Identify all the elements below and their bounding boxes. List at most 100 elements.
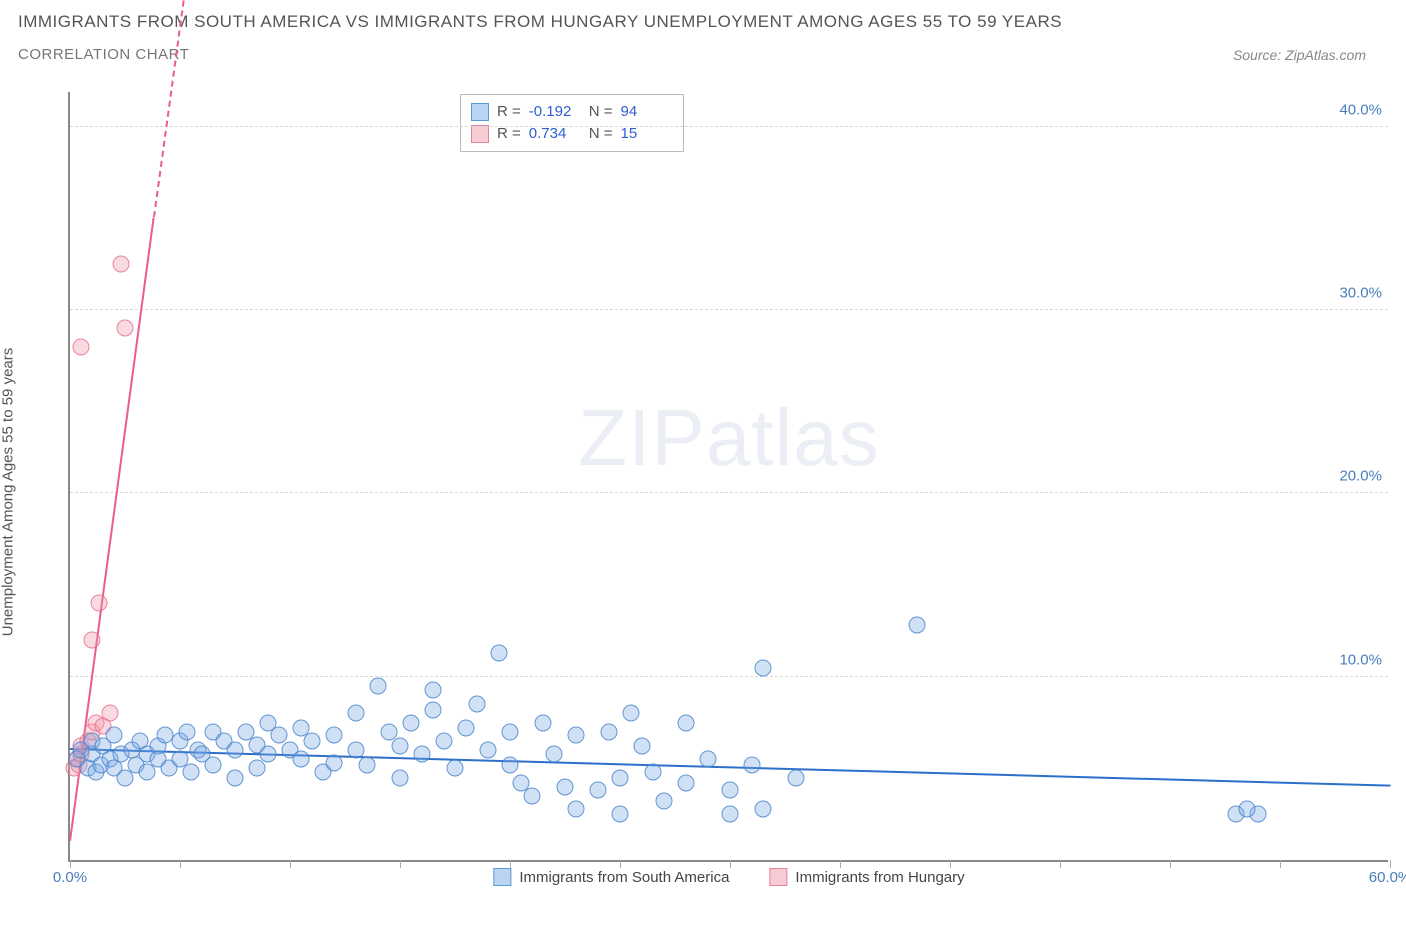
swatch-blue-icon — [471, 103, 489, 121]
data-point — [502, 723, 519, 740]
x-tick — [290, 860, 291, 868]
data-point — [678, 714, 695, 731]
stats-box: R = -0.192 N = 94 R = 0.734 N = 15 — [460, 94, 684, 152]
data-point — [535, 714, 552, 731]
y-tick-label: 40.0% — [1339, 101, 1382, 118]
y-tick-label: 30.0% — [1339, 285, 1382, 302]
data-point — [101, 705, 118, 722]
data-point — [293, 751, 310, 768]
x-tick — [1170, 860, 1171, 868]
x-tick — [70, 860, 71, 868]
swatch-pink-icon — [769, 868, 787, 886]
data-point — [645, 764, 662, 781]
data-point — [469, 696, 486, 713]
data-point — [227, 769, 244, 786]
data-point — [73, 338, 90, 355]
data-point — [117, 320, 134, 337]
data-point — [249, 760, 266, 777]
chart-source: Source: ZipAtlas.com — [1233, 47, 1388, 63]
data-point — [326, 754, 343, 771]
data-point — [447, 760, 464, 777]
data-point — [392, 769, 409, 786]
data-point — [414, 745, 431, 762]
x-tick — [1060, 860, 1061, 868]
data-point — [722, 782, 739, 799]
data-point — [436, 732, 453, 749]
data-point — [106, 727, 123, 744]
x-tick — [510, 860, 511, 868]
data-point — [326, 727, 343, 744]
watermark: ZIPatlas — [578, 392, 879, 484]
gridline-h — [70, 309, 1388, 310]
data-point — [788, 769, 805, 786]
data-point — [755, 659, 772, 676]
data-point — [304, 732, 321, 749]
swatch-blue-icon — [493, 868, 511, 886]
data-point — [502, 756, 519, 773]
chart-subtitle: CORRELATION CHART — [18, 46, 189, 63]
legend-item-pink: Immigrants from Hungary — [769, 868, 964, 886]
y-tick-label: 20.0% — [1339, 468, 1382, 485]
data-point — [84, 632, 101, 649]
data-point — [557, 778, 574, 795]
data-point — [755, 800, 772, 817]
data-point — [590, 782, 607, 799]
data-point — [112, 256, 129, 273]
data-point — [634, 738, 651, 755]
data-point — [678, 775, 695, 792]
x-tick — [840, 860, 841, 868]
data-point — [623, 705, 640, 722]
data-point — [568, 800, 585, 817]
stat-row-blue: R = -0.192 N = 94 — [471, 101, 673, 123]
x-tick — [180, 860, 181, 868]
data-point — [425, 681, 442, 698]
data-point — [700, 751, 717, 768]
x-tick-label: 0.0% — [53, 869, 87, 886]
chart-area: Unemployment Among Ages 55 to 59 years Z… — [18, 92, 1388, 892]
data-point — [90, 595, 107, 612]
data-point — [568, 727, 585, 744]
data-point — [722, 806, 739, 823]
legend-item-blue: Immigrants from South America — [493, 868, 729, 886]
data-point — [1239, 800, 1256, 817]
x-tick — [1390, 860, 1391, 868]
data-point — [491, 644, 508, 661]
data-point — [524, 787, 541, 804]
y-tick-label: 10.0% — [1339, 651, 1382, 668]
data-point — [183, 764, 200, 781]
plot-area: ZIPatlas R = -0.192 N = 94 R = 0.734 N =… — [68, 92, 1388, 862]
data-point — [348, 705, 365, 722]
chart-title: IMMIGRANTS FROM SOUTH AMERICA VS IMMIGRA… — [18, 12, 1388, 32]
x-tick — [950, 860, 951, 868]
data-point — [370, 677, 387, 694]
x-tick — [730, 860, 731, 868]
x-tick — [400, 860, 401, 868]
data-point — [271, 727, 288, 744]
data-point — [392, 738, 409, 755]
bottom-legend: Immigrants from South America Immigrants… — [493, 868, 964, 886]
gridline-h — [70, 126, 1388, 127]
x-tick — [1280, 860, 1281, 868]
gridline-h — [70, 676, 1388, 677]
swatch-pink-icon — [471, 125, 489, 143]
x-tick-label: 60.0% — [1369, 869, 1406, 886]
data-point — [909, 617, 926, 634]
data-point — [612, 806, 629, 823]
data-point — [381, 723, 398, 740]
data-point — [744, 756, 761, 773]
data-point — [205, 756, 222, 773]
gridline-h — [70, 492, 1388, 493]
x-tick — [620, 860, 621, 868]
data-point — [480, 742, 497, 759]
y-axis-label: Unemployment Among Ages 55 to 59 years — [0, 348, 17, 637]
data-point — [612, 769, 629, 786]
data-point — [227, 742, 244, 759]
data-point — [260, 745, 277, 762]
data-point — [403, 714, 420, 731]
data-point — [656, 793, 673, 810]
data-point — [601, 723, 618, 740]
data-point — [178, 723, 195, 740]
data-point — [425, 701, 442, 718]
data-point — [348, 742, 365, 759]
data-point — [458, 720, 475, 737]
